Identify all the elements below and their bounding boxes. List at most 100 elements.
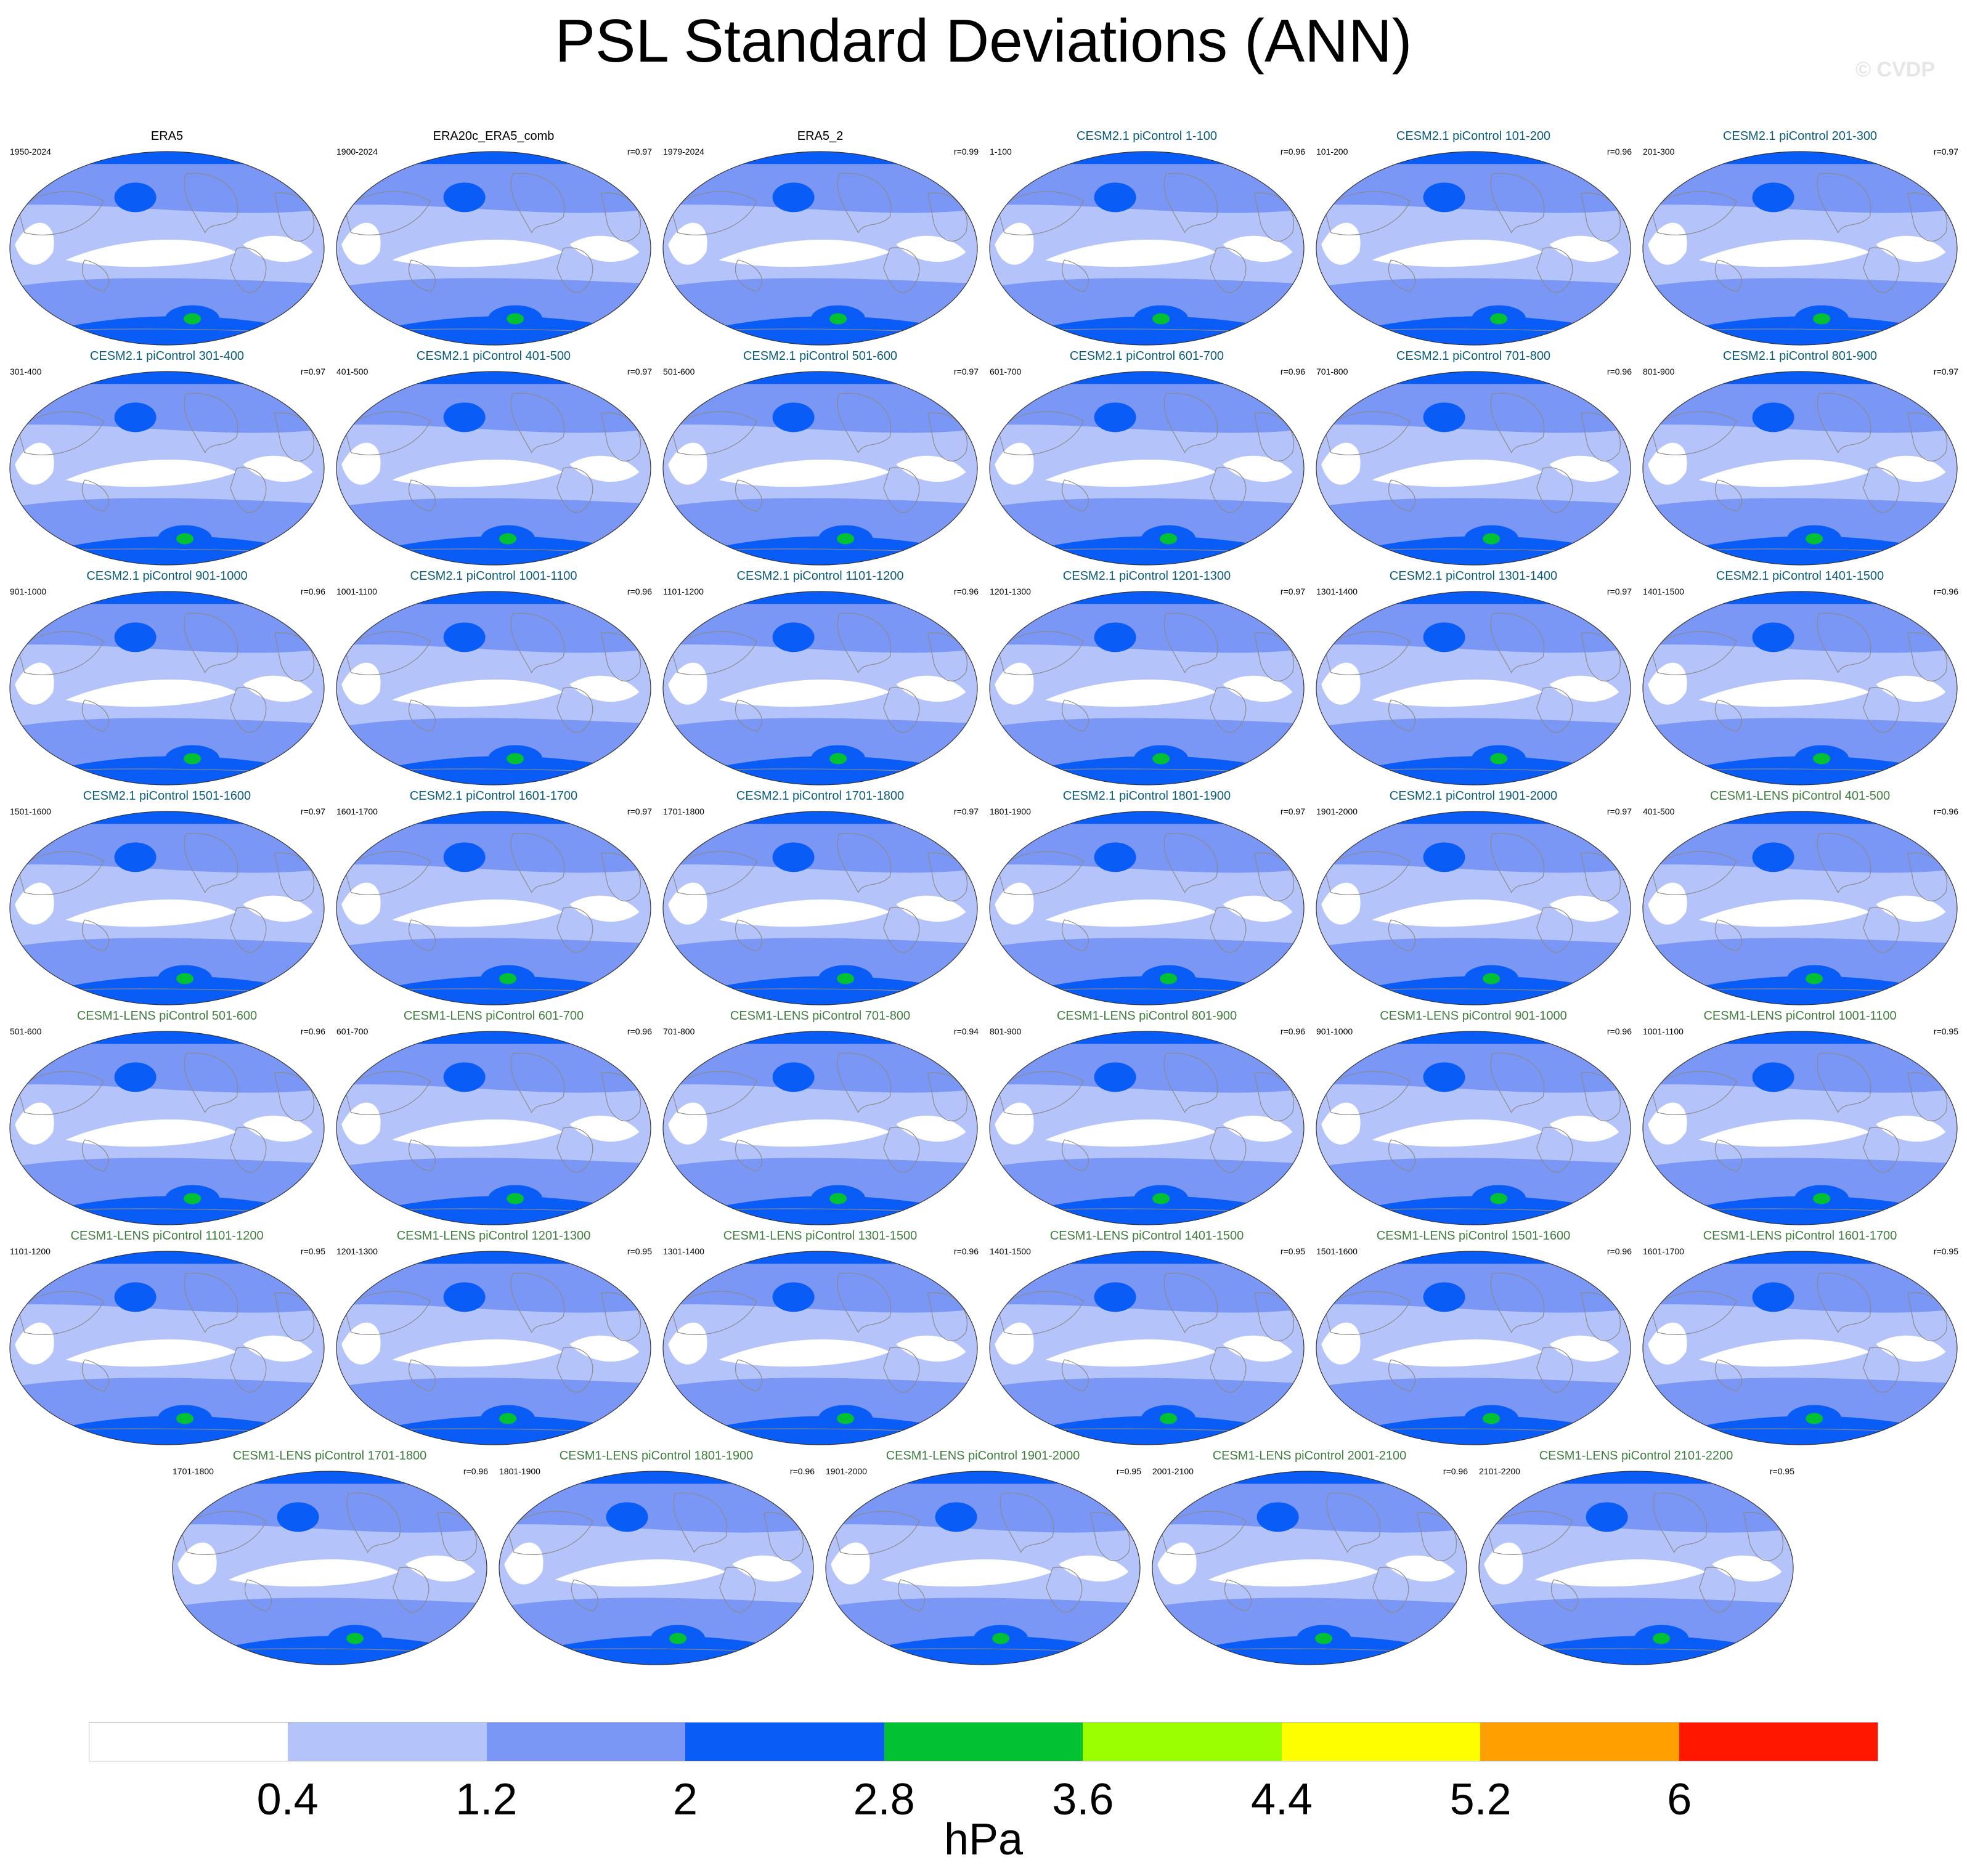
panel-map xyxy=(336,591,651,786)
panel-period: 901-1000 xyxy=(10,587,47,596)
panel-title: CESM1-LENS piControl 1401-1500 xyxy=(1049,1229,1244,1243)
panel-period: 501-600 xyxy=(663,367,695,376)
panel-pattern-correlation: r=0.96 xyxy=(1280,1026,1305,1036)
panel-pattern-correlation: r=0.97 xyxy=(627,806,652,816)
colorbar-tick-label: 5.2 xyxy=(1449,1775,1512,1824)
map-panel: CESM2.1 piControl 1701-1800 1701-1800 r=0.… xyxy=(662,789,979,1006)
panel-period: 1601-1700 xyxy=(336,806,378,816)
panel-title: CESM2.1 piControl 201-300 xyxy=(1722,129,1878,143)
panel-pattern-correlation: r=0.96 xyxy=(463,1466,488,1476)
panel-map xyxy=(499,1471,814,1665)
map-panel: CESM1-LENS piControl 1701-1800 1701-1800 r… xyxy=(171,1449,488,1666)
panel-period: 1001-1100 xyxy=(336,587,377,596)
panel-period: 1950-2024 xyxy=(10,147,51,156)
panel-title: CESM2.1 piControl 301-400 xyxy=(89,349,245,363)
colorbar-segment xyxy=(1679,1723,1878,1761)
cvdp-watermark: © CVDP xyxy=(1855,58,1935,81)
map-panel: CESM1-LENS piControl 1001-1100 1001-1100 r… xyxy=(1642,1009,1958,1226)
panel-title: CESM2.1 piControl 1501-1600 xyxy=(83,789,251,803)
panel-pattern-correlation: r=0.96 xyxy=(789,1466,815,1476)
panel-map xyxy=(662,1031,978,1225)
colorbar-segment xyxy=(884,1723,1083,1761)
map-panel: CESM1-LENS piControl 801-900 801-900 r=0.9… xyxy=(988,1009,1305,1226)
map-panel: CESM2.1 piControl 1601-1700 1601-1700 r=0.… xyxy=(335,789,652,1006)
map-panel: CESM1-LENS piControl 1101-1200 1101-1200 r… xyxy=(9,1229,325,1446)
panel-pattern-correlation: r=0.97 xyxy=(1607,587,1632,596)
panel-title: CESM2.1 piControl 1-100 xyxy=(1077,129,1217,143)
panel-map xyxy=(989,1251,1305,1445)
colorbar-segment xyxy=(1281,1723,1481,1761)
panel-pattern-correlation: r=0.96 xyxy=(1280,367,1305,376)
panel-pattern-correlation: r=0.96 xyxy=(1607,367,1632,376)
panel-pattern-correlation: r=0.97 xyxy=(627,367,652,376)
panel-title: CESM2.1 piControl 1301-1400 xyxy=(1389,569,1558,583)
panel-map xyxy=(1642,811,1958,1005)
panel-map xyxy=(9,1031,325,1225)
panel-period: 1979-2024 xyxy=(663,147,704,156)
panel-map xyxy=(9,1251,325,1445)
panel-pattern-correlation: r=0.97 xyxy=(1280,587,1305,596)
map-panel: CESM2.1 piControl 1401-1500 1401-1500 r=0.… xyxy=(1642,569,1958,786)
panel-map xyxy=(989,591,1305,786)
panel-period: 401-500 xyxy=(336,367,369,376)
panel-map xyxy=(989,811,1305,1005)
map-panel: CESM2.1 piControl 901-1000 901-1000 r=0.96 xyxy=(9,569,325,786)
panel-pattern-correlation: r=0.96 xyxy=(1933,806,1958,816)
panel-title: CESM1-LENS piControl 901-1000 xyxy=(1380,1009,1567,1023)
panel-pattern-correlation: r=0.96 xyxy=(627,587,652,596)
panel-map xyxy=(1642,371,1958,566)
panel-map xyxy=(1316,151,1631,346)
panel-pattern-correlation: r=0.97 xyxy=(953,806,979,816)
panel-map xyxy=(336,1031,651,1225)
panel-period: 1001-1100 xyxy=(1643,1026,1684,1036)
panel-pattern-correlation: r=0.96 xyxy=(1280,147,1305,156)
panel-map xyxy=(662,151,978,346)
panel-map xyxy=(1316,371,1631,566)
panel-pattern-correlation: r=0.96 xyxy=(1607,1026,1632,1036)
map-panel: CESM2.1 piControl 1-100 1-100 r=0.96 xyxy=(988,129,1305,346)
panel-period: 701-800 xyxy=(1316,367,1348,376)
panel-pattern-correlation: r=0.94 xyxy=(953,1026,979,1036)
panel-map xyxy=(1478,1471,1794,1665)
colorbar-segment xyxy=(486,1723,686,1761)
panel-pattern-correlation: r=0.97 xyxy=(300,367,325,376)
colorbar-tick-label: 4.4 xyxy=(1250,1775,1313,1824)
panel-title: CESM1-LENS piControl 1001-1100 xyxy=(1703,1009,1897,1023)
panel-period: 1-100 xyxy=(990,147,1012,156)
panel-map xyxy=(1642,591,1958,786)
panel-map xyxy=(1152,1471,1467,1665)
panel-title: CESM1-LENS piControl 1301-1500 xyxy=(723,1229,918,1243)
panel-pattern-correlation: r=0.96 xyxy=(953,587,979,596)
panel-period: 101-200 xyxy=(1316,147,1348,156)
map-panel: CESM2.1 piControl 1001-1100 1001-1100 r=0.… xyxy=(335,569,652,786)
panel-pattern-correlation: r=0.97 xyxy=(1607,806,1632,816)
map-panel: CESM1-LENS piControl 1401-1500 1401-1500 r… xyxy=(988,1229,1305,1446)
panel-title: CESM2.1 piControl 1901-2000 xyxy=(1389,789,1558,803)
panel-title: CESM1-LENS piControl 1701-1800 xyxy=(232,1449,427,1463)
map-panel: CESM1-LENS piControl 601-700 601-700 r=0.9… xyxy=(335,1009,652,1226)
panel-period: 1201-1300 xyxy=(990,587,1031,596)
panel-period: 301-400 xyxy=(10,367,42,376)
panel-period: 2101-2200 xyxy=(1479,1466,1520,1476)
panel-pattern-correlation: r=0.95 xyxy=(300,1246,325,1256)
panel-pattern-correlation: r=0.96 xyxy=(1607,1246,1632,1256)
panel-map xyxy=(336,151,651,346)
panel-pattern-correlation: r=0.96 xyxy=(1933,587,1958,596)
panel-period: 1101-1200 xyxy=(10,1246,51,1256)
colorbar-tick-label: 2.8 xyxy=(853,1775,915,1824)
map-panel: CESM1-LENS piControl 1301-1500 1301-1400 r… xyxy=(662,1229,979,1446)
panel-title: CESM1-LENS piControl 501-600 xyxy=(76,1009,258,1023)
panel-title: CESM1-LENS piControl 2101-2200 xyxy=(1539,1449,1733,1463)
panel-title: CESM2.1 piControl 901-1000 xyxy=(86,569,248,583)
panel-map xyxy=(172,1471,487,1665)
map-panel: CESM2.1 piControl 601-700 601-700 r=0.96 xyxy=(988,349,1305,566)
panel-period: 1101-1200 xyxy=(663,587,704,596)
panel-period: 501-600 xyxy=(10,1026,42,1036)
panel-period: 1301-1400 xyxy=(1316,587,1358,596)
colorbar-segment xyxy=(89,1723,288,1761)
map-panel: CESM1-LENS piControl 401-500 401-500 r=0.9… xyxy=(1642,789,1958,1006)
panel-pattern-correlation: r=0.96 xyxy=(300,587,325,596)
panel-period: 2001-2100 xyxy=(1152,1466,1194,1476)
map-panel: CESM1-LENS piControl 2101-2200 2101-2200 r… xyxy=(1478,1449,1794,1666)
panel-title: CESM1-LENS piControl 1601-1700 xyxy=(1703,1229,1897,1243)
